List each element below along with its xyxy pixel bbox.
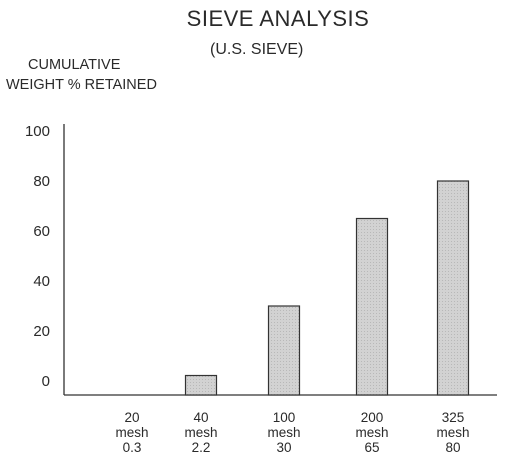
y-tick-label-40: 40 — [33, 273, 50, 290]
y-axis-label-line-2: WEIGHT % RETAINED — [6, 77, 157, 93]
x-tick-unit-100: mesh — [267, 425, 300, 440]
y-tick-label-20: 20 — [33, 323, 50, 340]
y-tick-label-100: 100 — [25, 123, 50, 140]
x-tick-unit-200: mesh — [355, 425, 388, 440]
bar-325-mesh — [436, 180, 470, 396]
x-tick-value-20: 0.3 — [123, 440, 142, 455]
x-tick-unit-325: mesh — [436, 425, 469, 440]
y-tick-label-80: 80 — [33, 173, 50, 190]
chart-title: SIEVE ANALYSIS — [186, 6, 370, 31]
y-tick-label-60: 60 — [33, 223, 50, 240]
x-tick-value-325: 80 — [445, 440, 460, 455]
bar-200-mesh — [355, 217, 389, 396]
x-tick-sieve-100: 100 — [273, 410, 296, 425]
x-tick-sieve-40: 40 — [193, 410, 208, 425]
x-tick-value-200: 65 — [364, 440, 379, 455]
chart-subtitle: (U.S. SIEVE) — [210, 41, 304, 58]
x-tick-sieve-200: 200 — [361, 410, 384, 425]
y-tick-label-0: 0 — [42, 373, 50, 390]
x-tick-sieve-325: 325 — [442, 410, 465, 425]
bar-40-mesh — [184, 374, 218, 396]
y-axis-label-line-1: CUMULATIVE — [28, 57, 121, 73]
x-tick-sieve-20: 20 — [124, 410, 139, 425]
x-tick-value-100: 30 — [276, 440, 291, 455]
bar-100-mesh — [267, 305, 301, 396]
x-tick-unit-20: mesh — [115, 425, 148, 440]
x-tick-unit-40: mesh — [184, 425, 217, 440]
x-tick-value-40: 2.2 — [192, 440, 211, 455]
